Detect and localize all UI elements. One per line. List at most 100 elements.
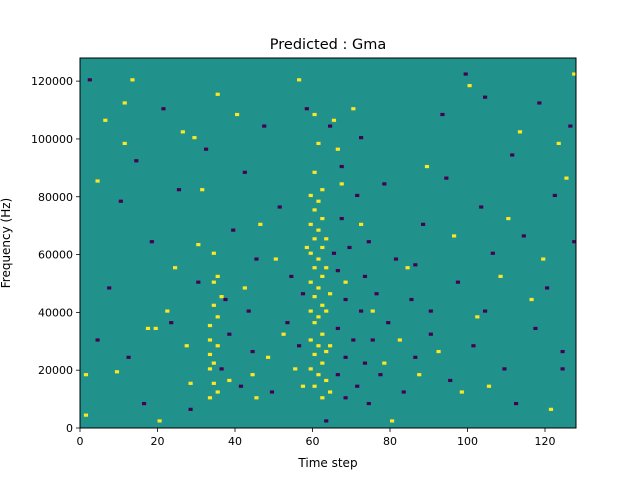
high-cell-25 — [211, 361, 216, 365]
x-tick-label: 120 — [535, 435, 556, 448]
low-cell-47 — [359, 136, 364, 140]
high-cell-32 — [215, 274, 220, 278]
y-tick-label: 120000 — [31, 75, 73, 88]
high-cell-29 — [215, 390, 220, 394]
low-cell-85 — [483, 95, 488, 99]
low-cell-69 — [483, 309, 488, 313]
low-cell-43 — [351, 338, 356, 342]
low-cell-44 — [355, 384, 360, 388]
low-cell-56 — [386, 321, 391, 325]
high-cell-22 — [207, 338, 213, 342]
high-cell-91 — [343, 280, 348, 284]
high-cell-15 — [188, 381, 193, 385]
low-cell-70 — [490, 251, 495, 255]
high-cell-44 — [293, 367, 298, 371]
high-cell-80 — [324, 378, 329, 383]
low-cell-61 — [421, 222, 426, 226]
high-cell-24 — [211, 381, 216, 385]
low-cell-77 — [545, 286, 550, 290]
low-cell-26 — [285, 321, 290, 325]
high-cell-39 — [254, 396, 259, 400]
x-tick-label: 40 — [228, 435, 242, 448]
high-cell-52 — [308, 251, 313, 255]
low-cell-35 — [335, 326, 340, 331]
low-cell-82 — [413, 263, 418, 267]
high-cell-43 — [281, 332, 286, 336]
high-cell-26 — [211, 303, 216, 307]
high-cell-47 — [304, 245, 309, 250]
high-cell-37 — [242, 286, 247, 290]
low-cell-46 — [359, 309, 364, 313]
high-cell-99 — [417, 373, 422, 377]
high-cell-65 — [316, 344, 321, 348]
low-cell-27 — [289, 274, 294, 278]
high-cell-84 — [324, 237, 329, 241]
plot-area — [79, 57, 577, 429]
high-cell-40 — [258, 222, 263, 226]
low-cell-37 — [339, 216, 344, 221]
high-cell-112 — [548, 407, 554, 411]
high-cell-35 — [227, 378, 232, 383]
low-cell-25 — [277, 205, 282, 209]
x-axis: 0 20 40 60 80 100 120 — [77, 428, 556, 448]
high-cell-79 — [320, 188, 325, 192]
low-cell-64 — [448, 378, 453, 383]
low-cell-48 — [362, 361, 368, 365]
low-cell-22 — [254, 257, 259, 261]
low-cell-41 — [343, 297, 348, 302]
low-cell-79 — [560, 349, 565, 354]
high-cell-68 — [316, 257, 321, 261]
low-cell-33 — [331, 251, 337, 255]
low-cell-12 — [196, 280, 201, 284]
high-cell-8 — [145, 326, 151, 331]
high-cell-16 — [192, 136, 197, 140]
high-cell-33 — [215, 92, 220, 96]
low-cell-80 — [568, 124, 573, 128]
high-cell-54 — [308, 193, 313, 198]
low-cell-74 — [521, 234, 526, 238]
low-cell-0 — [87, 78, 92, 82]
low-cell-15 — [223, 297, 228, 302]
high-cell-12 — [173, 266, 178, 270]
high-cell-75 — [320, 303, 325, 307]
low-cell-2 — [107, 286, 112, 290]
high-cell-58 — [312, 295, 317, 299]
high-cell-2 — [95, 179, 100, 183]
low-cell-16 — [227, 332, 232, 336]
axes-frame — [79, 57, 577, 429]
low-cell-28 — [297, 344, 302, 348]
high-cell-86 — [328, 292, 333, 296]
high-cell-72 — [320, 396, 325, 400]
high-cell-93 — [359, 222, 364, 226]
high-cell-6 — [122, 141, 127, 146]
high-cell-14 — [184, 344, 189, 348]
y-tick-label: 80000 — [38, 191, 73, 204]
low-cell-17 — [231, 228, 236, 232]
x-tick-label: 0 — [77, 435, 84, 448]
low-cell-81 — [572, 240, 577, 244]
high-cell-17 — [196, 243, 201, 247]
low-cell-86 — [560, 367, 565, 371]
x-axis-label: Time step — [297, 456, 357, 470]
low-cell-39 — [343, 396, 348, 400]
high-cell-1 — [83, 373, 89, 377]
high-cell-85 — [328, 344, 333, 348]
y-axis-label: Frequency (Hz) — [0, 198, 13, 289]
high-cell-77 — [320, 245, 325, 250]
high-cell-4 — [114, 370, 120, 374]
high-cell-34 — [219, 295, 224, 299]
high-cell-105 — [475, 315, 480, 319]
low-cell-8 — [161, 107, 166, 111]
high-cell-97 — [397, 338, 402, 342]
low-cell-24 — [269, 390, 275, 394]
x-tick-label: 100 — [457, 435, 478, 448]
low-cell-5 — [134, 159, 139, 163]
low-cell-55 — [382, 182, 387, 186]
high-cell-96 — [390, 419, 395, 423]
high-cell-62 — [312, 170, 317, 174]
high-cell-106 — [486, 384, 492, 388]
y-tick-label: 60000 — [38, 249, 73, 262]
low-cell-49 — [362, 274, 368, 278]
high-cell-90 — [339, 182, 344, 186]
high-cells — [83, 72, 577, 423]
